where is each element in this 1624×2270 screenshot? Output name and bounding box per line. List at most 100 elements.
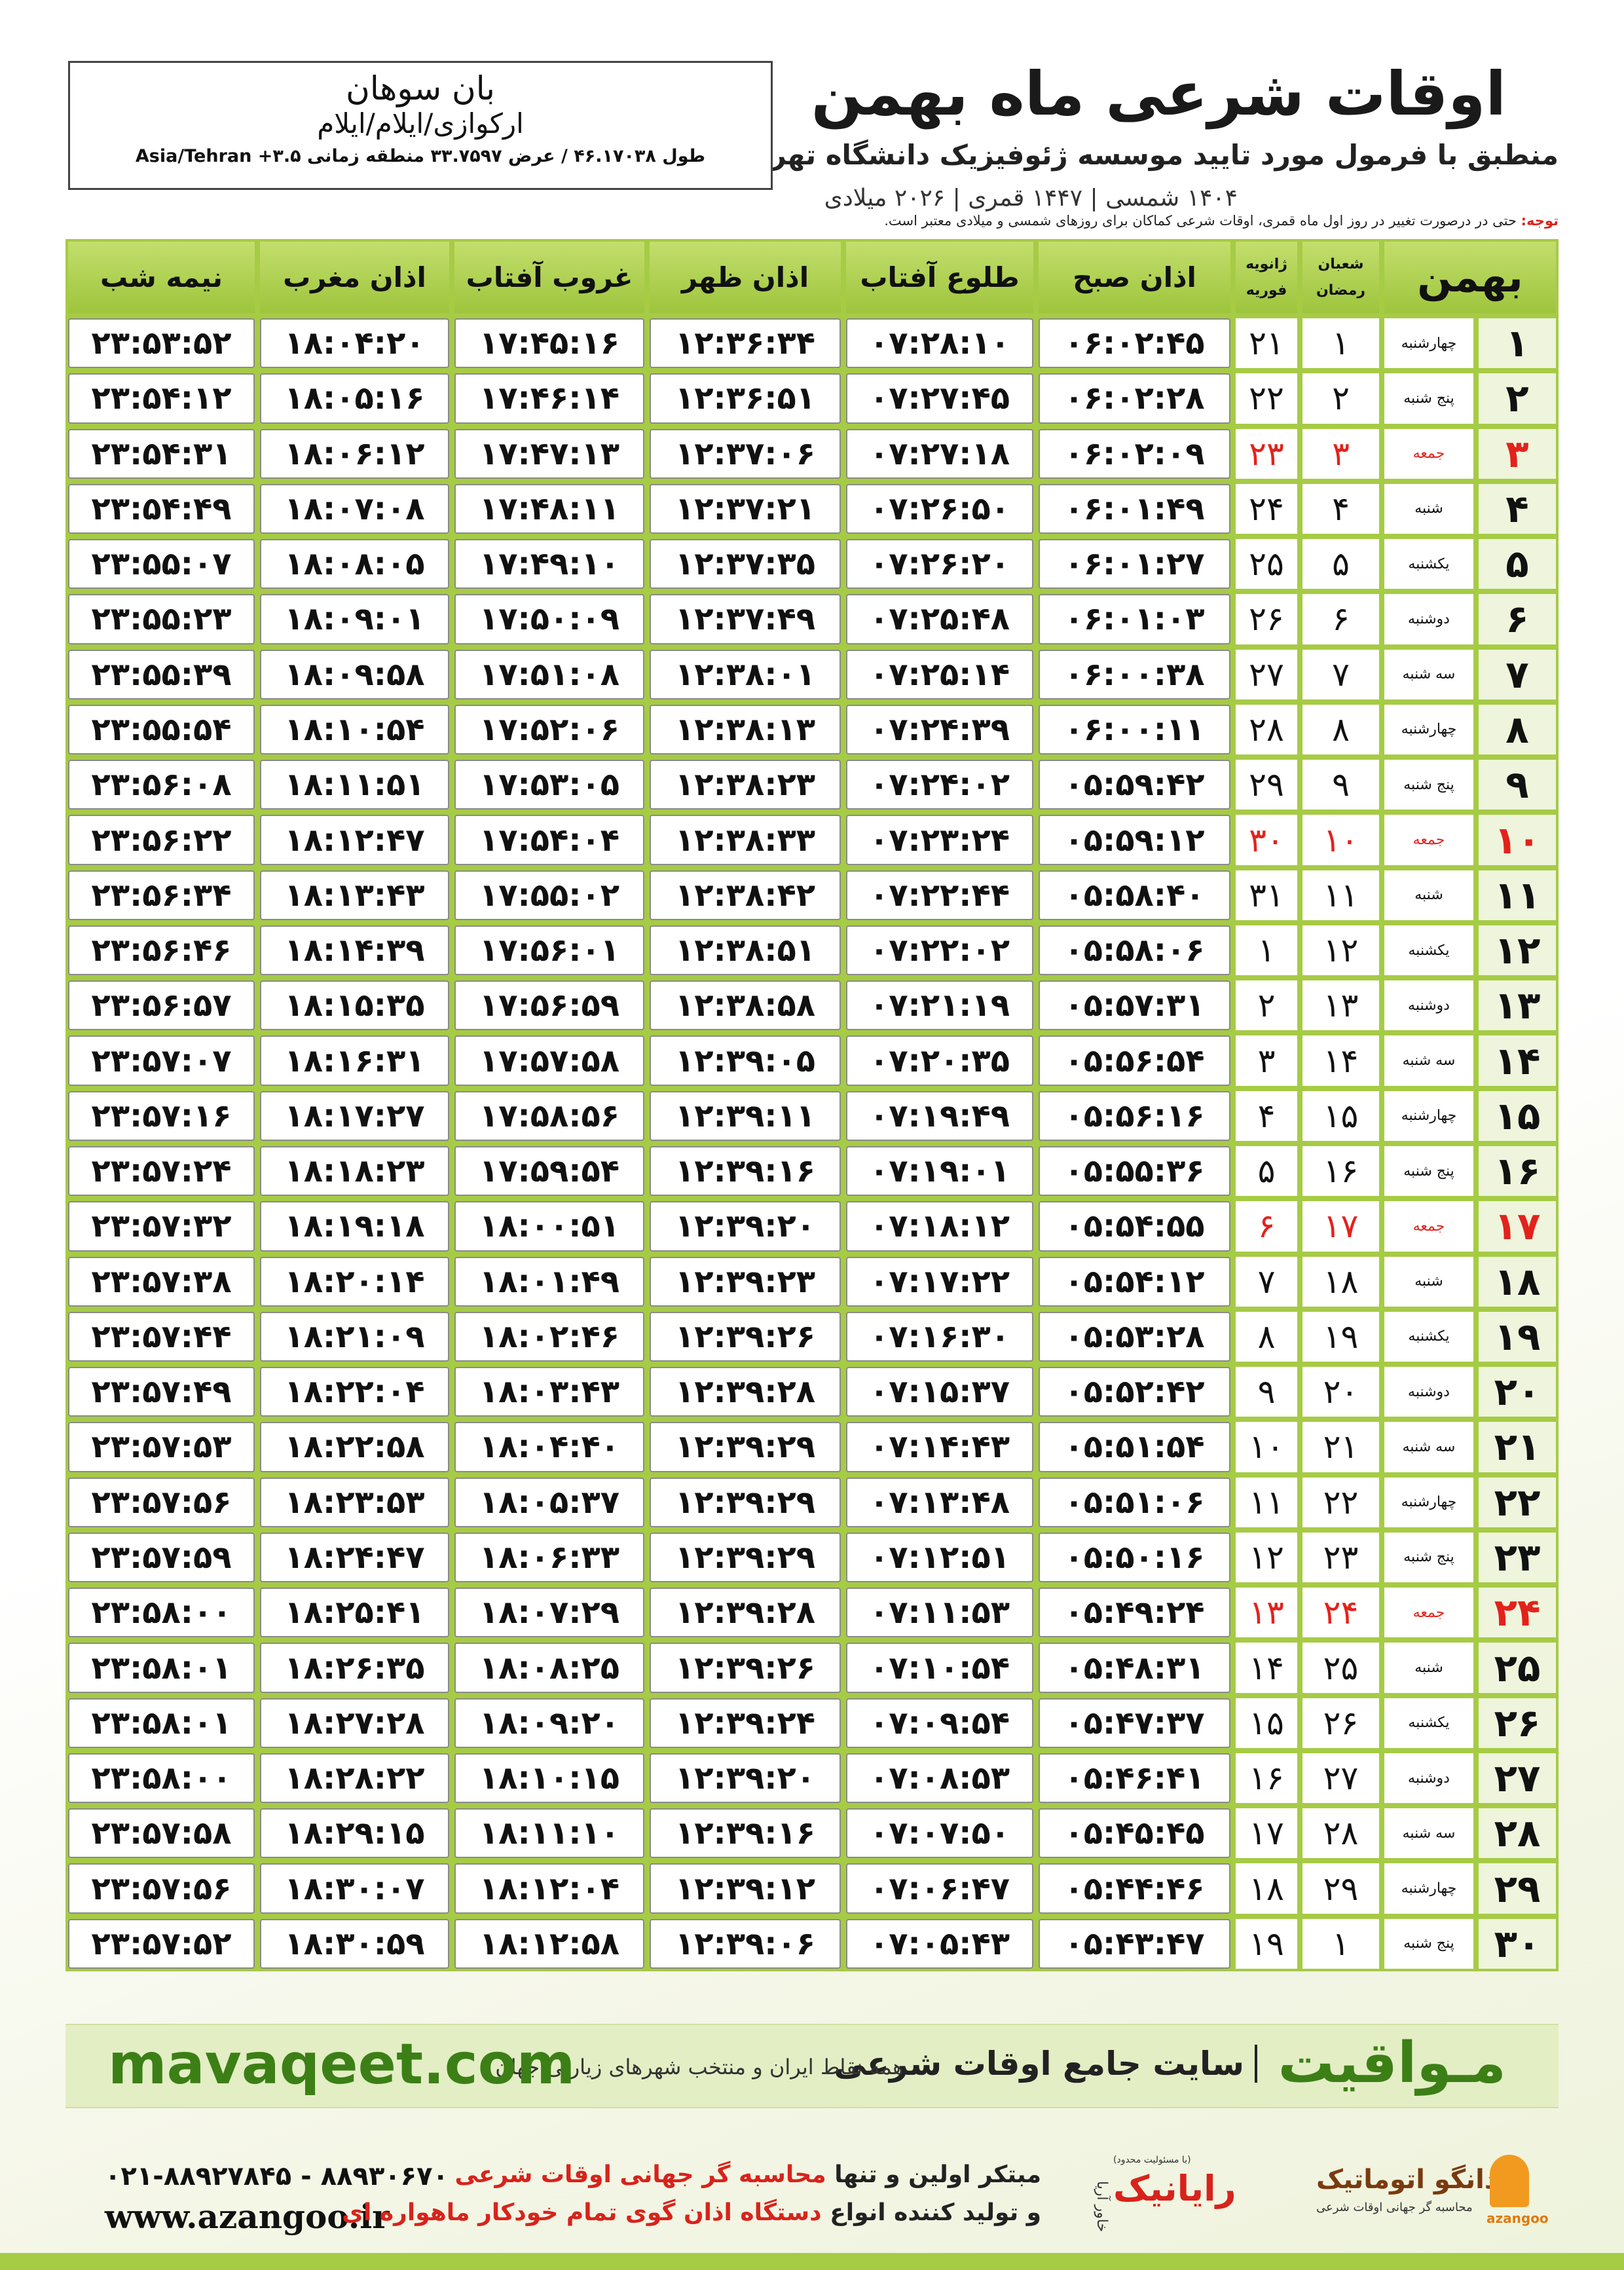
url[interactable]: mavaqeet.com [108,2032,576,2097]
sunrise: ۰۷:۱۴:۴۳ [846,1422,1033,1472]
sunrise: ۰۷:۱۲:۵۱ [846,1532,1033,1583]
maghrib: ۱۸:۳۰:۰۷ [260,1863,449,1914]
dhuhr: ۱۲:۳۸:۵۸ [650,980,841,1031]
sunset: ۱۷:۵۹:۵۴ [454,1146,644,1197]
gregorian-day: ۱۲ [1236,1532,1297,1583]
hijri-day: ۱۷ [1302,1201,1379,1252]
day-number: ۱۸ [1479,1256,1556,1307]
maghrib: ۱۸:۲۷:۲۸ [260,1698,449,1748]
column-header: نیمه شب [68,242,255,313]
weekday: شنبه [1384,1256,1473,1307]
maghrib: ۱۸:۱۹:۱۸ [260,1201,449,1252]
sunrise: ۰۷:۲۷:۱۸ [846,428,1033,479]
dhuhr: ۱۲:۳۶:۵۱ [650,373,841,424]
hijri-day: ۹ [1302,760,1379,810]
phones: ۰۲۱-۸۸۹۲۷۸۴۵ - ۸۸۹۳۰۶۷۰ [105,2161,449,2191]
sunrise: ۰۷:۲۸:۱۰ [846,318,1033,369]
sunrise: ۰۷:۲۶:۵۰ [846,483,1033,534]
dhuhr: ۱۲:۳۹:۰۵ [650,1035,841,1086]
column-header: اذان ظهر [650,242,841,313]
maghrib: ۱۸:۲۲:۵۸ [260,1422,449,1472]
midnight: ۲۳:۵۸:۰۱ [68,1698,255,1748]
hijri-day: ۱ [1302,318,1379,369]
sunset: ۱۷:۵۰:۰۹ [454,594,644,644]
fajr: ۰۵:۵۴:۱۲ [1039,1256,1230,1307]
midnight: ۲۳:۵۷:۳۸ [68,1256,255,1307]
day-number: ۴ [1479,483,1556,534]
day-number: ۲۷ [1479,1753,1556,1804]
sunrise: ۰۷:۲۷:۴۵ [846,373,1033,424]
sunset: ۱۸:۰۲:۴۶ [454,1311,644,1362]
day-number: ۲۰ [1479,1367,1556,1417]
hijri-day: ۱۲ [1302,925,1379,976]
fajr: ۰۵:۵۸:۴۰ [1039,870,1230,920]
sunrise: ۰۷:۲۴:۰۲ [846,760,1033,810]
fajr: ۰۵:۵۷:۳۱ [1039,980,1230,1031]
hijri-day: ۲۷ [1302,1753,1379,1804]
midnight: ۲۳:۵۶:۰۸ [68,760,255,810]
weekday: یکشنبه [1384,925,1473,976]
sunrise: ۰۷:۲۱:۱۹ [846,980,1033,1031]
day-number: ۷ [1479,649,1556,699]
day-number: ۱۰ [1479,815,1556,865]
fajr: ۰۵:۵۳:۲۸ [1039,1311,1230,1362]
weekday: پنج شنبه [1384,1918,1473,1969]
bottom-stripe [0,2253,1624,2270]
midnight: ۲۳:۵۵:۵۴ [68,704,255,755]
sunset: ۱۷:۵۵:۰۲ [454,870,644,920]
hijri-day: ۵ [1302,539,1379,589]
gregorian-day: ۵ [1236,1146,1297,1197]
sunrise: ۰۷:۱۹:۰۱ [846,1146,1033,1197]
hijri-day: ۱۴ [1302,1035,1379,1086]
weekday: جمعه [1384,1201,1473,1252]
midnight: ۲۳:۵۷:۵۶ [68,1477,255,1527]
dhuhr: ۱۲:۳۹:۲۹ [650,1532,841,1583]
midnight: ۲۳:۵۵:۰۷ [68,539,255,589]
sunrise: ۰۷:۱۸:۱۲ [846,1201,1033,1252]
maghrib: ۱۸:۰۴:۲۰ [260,318,449,369]
hijri-day: ۲۹ [1302,1863,1379,1914]
fajr: ۰۵:۵۹:۱۲ [1039,815,1230,865]
weekday: دوشنبه [1384,1367,1473,1417]
fajr: ۰۶:۰۱:۴۹ [1039,483,1230,534]
hijri-day: ۱۳ [1302,980,1379,1031]
day-number: ۳۰ [1479,1918,1556,1969]
dhuhr: ۱۲:۳۸:۳۳ [650,815,841,865]
maghrib: ۱۸:۲۶:۳۵ [260,1643,449,1693]
maghrib: ۱۸:۰۸:۰۵ [260,539,449,589]
sunset: ۱۷:۵۶:۰۱ [454,925,644,976]
maghrib: ۱۸:۱۰:۵۴ [260,704,449,755]
website[interactable]: www.azangoo.ir [105,2197,390,2236]
sunrise: ۰۷:۲۶:۲۰ [846,539,1033,589]
gregorian-day: ۱۹ [1236,1918,1297,1969]
sunrise: ۰۷:۲۵:۱۴ [846,649,1033,699]
sunset: ۱۸:۱۰:۱۵ [454,1753,644,1804]
maghrib: ۱۸:۲۳:۵۳ [260,1477,449,1527]
weekday: یکشنبه [1384,1698,1473,1748]
dhuhr: ۱۲:۳۹:۲۶ [650,1643,841,1693]
midnight: ۲۳:۵۸:۰۰ [68,1588,255,1638]
hijri-day: ۲ [1302,373,1379,424]
note: توجه: حتی در درصورت تغییر در روز اول ماه… [884,213,1559,229]
day-number: ۲۱ [1479,1422,1556,1472]
hijri-day: ۸ [1302,704,1379,755]
fajr: ۰۵:۵۸:۰۶ [1039,925,1230,976]
note-text: حتی در درصورت تغییر در روز اول ماه قمری،… [884,213,1517,229]
midnight: ۲۳:۵۷:۴۴ [68,1311,255,1362]
logo-azangoo: اذانگو اتوماتیک [1316,2165,1507,2195]
logo-tagline: محاسبه گر جهانی اوقات شرعی [1316,2201,1473,2214]
hijri-day: ۲۴ [1302,1588,1379,1638]
sunrise: ۰۷:۰۶:۴۷ [846,1863,1033,1914]
weekday: سه شنبه [1384,1035,1473,1086]
dhuhr: ۱۲:۳۹:۲۳ [650,1256,841,1307]
fajr: ۰۶:۰۲:۲۸ [1039,373,1230,424]
fajr: ۰۵:۵۱:۰۶ [1039,1477,1230,1527]
midnight: ۲۳:۵۶:۵۷ [68,980,255,1031]
dhuhr: ۱۲:۳۹:۲۰ [650,1753,841,1804]
maghrib: ۱۸:۲۲:۰۴ [260,1367,449,1417]
hijri-day: ۲۳ [1302,1532,1379,1583]
midnight: ۲۳:۵۵:۳۹ [68,649,255,699]
logo-azangoo-en: azangoo [1486,2210,1549,2226]
dhuhr: ۱۲:۳۹:۲۸ [650,1367,841,1417]
day-number: ۳ [1479,428,1556,479]
